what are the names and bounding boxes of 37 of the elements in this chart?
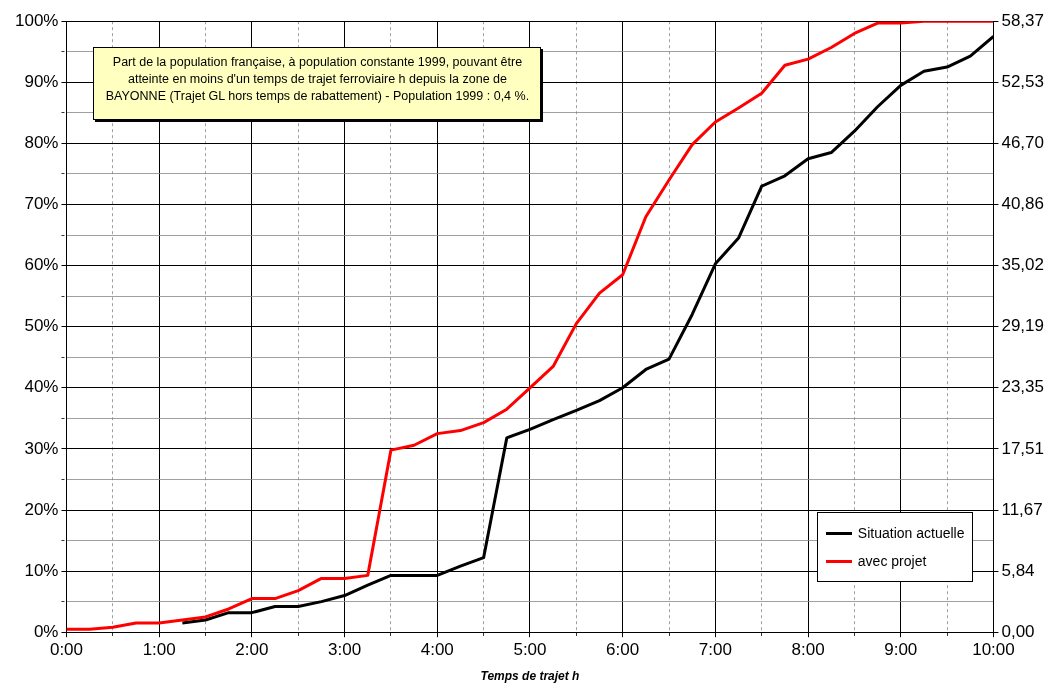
x-tick-label: 10:00 — [972, 640, 1015, 660]
y2-tick-label: 58,37 — [1001, 10, 1045, 30]
y-tick-label: 40% — [24, 377, 59, 397]
x-tick-label: 4:00 — [420, 640, 454, 660]
y-tick-label: 90% — [24, 71, 59, 91]
x-tick-label: 1:00 — [142, 640, 176, 660]
y2-tick-label: 23,35 — [1001, 377, 1045, 397]
y2-tick-label: 17,51 — [1001, 438, 1045, 458]
annotation: Part de la population française, à population constante 1999, pouvant être atteinte en moins d'un temps de trajet ferroviaire h depuis la zone de BAYONNE (Trajet GL hors temps de rabattement) - Population 1999 : 0,4 %. — [93, 47, 542, 121]
x-tick-label: 9:00 — [884, 640, 918, 660]
y2-tick-label: 29,19 — [1001, 316, 1045, 336]
y-tick-label: 60% — [24, 255, 59, 275]
x-tick-label: 5:00 — [513, 640, 547, 660]
y2-tick-label: 40,86 — [1001, 194, 1045, 214]
y-tick-label: 80% — [24, 133, 59, 153]
x-tick-label: 7:00 — [698, 640, 732, 660]
y-tick-label: 100% — [15, 10, 59, 30]
legend-label: avec projet — [857, 553, 927, 570]
y2-tick-label: 11,67 — [1001, 499, 1043, 519]
y-tick-label: 20% — [24, 499, 59, 519]
y-tick-label: 0% — [33, 621, 59, 641]
y-tick-label: 50% — [24, 316, 59, 336]
y-tick-label: 10% — [24, 560, 59, 580]
x-tick-label: 3:00 — [328, 640, 362, 660]
x-tick-label: 6:00 — [606, 640, 640, 660]
x-tick-label: 0:00 — [49, 640, 84, 660]
x-tick-label: 2:00 — [235, 640, 269, 660]
y-tick-label: 70% — [24, 194, 59, 214]
x-tick-label: 8:00 — [791, 640, 825, 660]
y-tick-label: 30% — [24, 438, 59, 458]
y2-tick-label: 46,70 — [1001, 133, 1045, 153]
y2-tick-label: 52,53 — [1001, 72, 1045, 92]
legend-label: Situation actuelle — [857, 525, 965, 542]
y2-tick-label: 35,02 — [1001, 255, 1045, 275]
y2-tick-label: 5,84 — [1001, 560, 1035, 580]
y2-tick-label: 0,00 — [1001, 621, 1035, 641]
x-axis-title: Temps de trajet h — [480, 669, 580, 684]
